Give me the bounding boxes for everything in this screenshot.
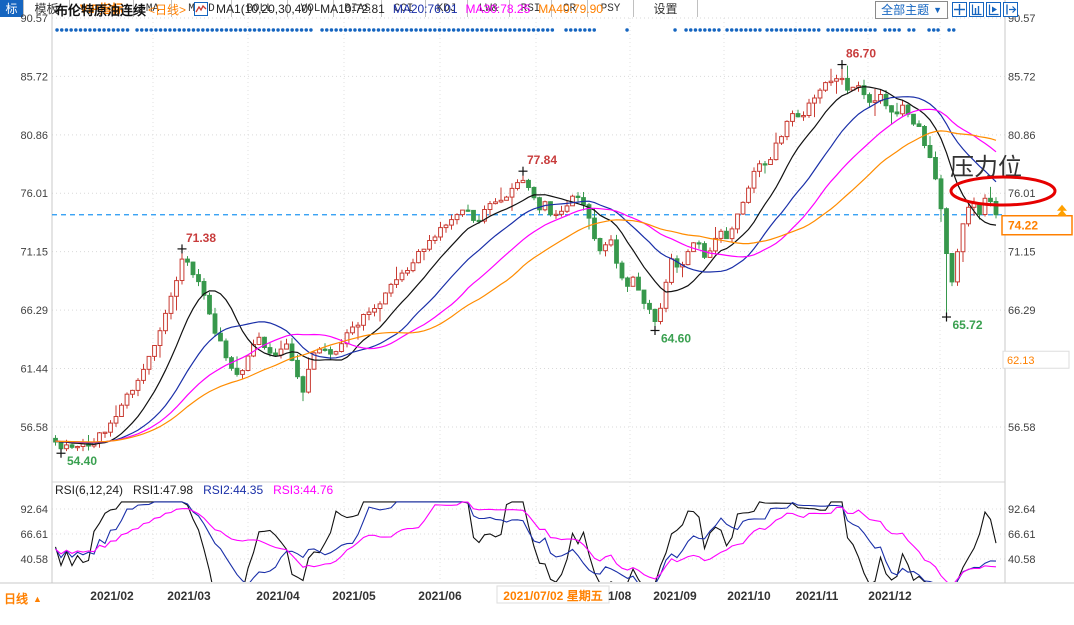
chart-toolbar: 全部主题 ▼	[875, 0, 1074, 19]
ma30-value: MA30:78.25	[465, 2, 531, 16]
chart-scale-icon[interactable]	[969, 2, 984, 17]
period-tag[interactable]: <日线>	[148, 2, 187, 17]
svg-text:2021/07/02 星期五: 2021/07/02 星期五	[503, 588, 602, 603]
svg-text:76.01: 76.01	[1008, 188, 1036, 200]
rsi-legend: RSI(6,12,24) RSI1:47.98 RSI2:44.35 RSI3:…	[55, 483, 333, 497]
svg-text:85.72: 85.72	[20, 71, 48, 83]
period-selector[interactable]: 日线 ▲	[4, 590, 42, 607]
indicator-tab-bar: 标模板VIP指标MAMACDBOLLVOLBIASCCIKDJLW&RSICRP…	[0, 0, 1074, 17]
period-selector-label: 日线	[4, 592, 29, 606]
svg-text:76.01: 76.01	[20, 188, 48, 200]
svg-text:40.58: 40.58	[20, 554, 48, 566]
footer-tab-KDJ[interactable]: KDJ	[426, 0, 468, 17]
chart-forward-icon[interactable]	[986, 2, 1001, 17]
svg-text:54.40: 54.40	[67, 454, 97, 468]
pan-right-icon[interactable]	[1003, 2, 1018, 17]
svg-text:61.44: 61.44	[20, 364, 48, 376]
chart-legend: 布伦特原油连续 <日线> MA1(10,20,30,40) MA10:72.81…	[55, 1, 603, 18]
svg-text:2021/09: 2021/09	[653, 589, 697, 603]
svg-text:92.64: 92.64	[1008, 504, 1036, 516]
svg-text:85.72: 85.72	[1008, 71, 1036, 83]
footer-tab-BIAS[interactable]: BIAS	[334, 0, 382, 17]
footer-tab-RSI[interactable]: RSI	[510, 0, 552, 17]
mini-chart-icon	[194, 2, 209, 16]
svg-text:2021/06: 2021/06	[418, 589, 462, 603]
svg-text:71.38: 71.38	[186, 231, 216, 245]
theme-dropdown-label: 全部主题	[881, 2, 930, 17]
svg-text:66.61: 66.61	[1008, 529, 1036, 541]
ma10-value: MA10:72.81	[320, 2, 385, 16]
svg-text:2021/10: 2021/10	[727, 589, 771, 603]
svg-text:56.58: 56.58	[20, 422, 48, 434]
svg-text:86.70: 86.70	[846, 47, 876, 61]
footer-tab-模板[interactable]: 模板	[24, 0, 70, 17]
svg-text:64.60: 64.60	[661, 331, 691, 345]
svg-text:74.22: 74.22	[1008, 219, 1038, 233]
svg-text:77.84: 77.84	[527, 153, 557, 167]
svg-text:80.86: 80.86	[20, 130, 48, 142]
svg-text:92.64: 92.64	[20, 504, 48, 516]
crosshair-icon[interactable]	[952, 2, 967, 17]
svg-text:2021/03: 2021/03	[167, 589, 211, 603]
rsi2-value: RSI2:44.35	[203, 483, 264, 497]
svg-text:66.61: 66.61	[20, 529, 48, 541]
rsi3-value: RSI3:44.76	[273, 483, 334, 497]
footer-tab-LW&[interactable]: LW&	[468, 0, 510, 17]
svg-text:80.86: 80.86	[1008, 130, 1036, 142]
ma20-value: MA20:76.01	[392, 2, 458, 16]
rsi1-value: RSI1:47.98	[133, 483, 194, 497]
svg-text:65.72: 65.72	[953, 318, 983, 332]
footer-tab-CCI[interactable]: CCI	[382, 0, 426, 17]
footer-tab-PSY[interactable]: PSY	[588, 0, 634, 17]
footer-tab-标[interactable]: 标	[0, 0, 24, 17]
svg-text:66.29: 66.29	[20, 305, 48, 317]
caret-down-icon: ▼	[933, 4, 942, 15]
footer-tab-CR[interactable]: CR	[552, 0, 588, 17]
instrument-title: 布伦特原油连续	[55, 2, 147, 18]
svg-text:2021/11: 2021/11	[796, 589, 839, 603]
svg-text:2021/05: 2021/05	[332, 589, 376, 603]
svg-text:56.58: 56.58	[1008, 422, 1036, 434]
svg-text:40.58: 40.58	[1008, 554, 1036, 566]
svg-text:62.13: 62.13	[1007, 355, 1035, 367]
chart-tool-icons	[952, 2, 1018, 17]
footer-tab-BOLL[interactable]: BOLL	[232, 0, 288, 17]
svg-text:90.57: 90.57	[20, 13, 48, 25]
svg-text:71.15: 71.15	[1008, 247, 1036, 259]
svg-text:1/08: 1/08	[608, 589, 632, 603]
svg-text:66.29: 66.29	[1008, 305, 1036, 317]
theme-dropdown-button[interactable]: 全部主题 ▼	[875, 0, 948, 19]
footer-tab-设置[interactable]: 设置	[634, 0, 698, 17]
svg-text:2021/12: 2021/12	[868, 589, 912, 603]
footer-tab-VIP指标[interactable]: VIP指标	[70, 0, 134, 17]
footer-tab-VOL[interactable]: VOL	[288, 0, 334, 17]
ma40-value: MA40:79.90	[538, 2, 603, 16]
svg-text:2021/04: 2021/04	[256, 589, 300, 603]
footer-tab-MA[interactable]: MA	[134, 0, 172, 17]
svg-text:2021/02: 2021/02	[90, 589, 134, 603]
ma-settings-label: MA1(10,20,30,40)	[216, 2, 313, 16]
rsi-settings-label: RSI(6,12,24)	[55, 483, 124, 497]
triangle-up-icon: ▲	[33, 593, 42, 604]
svg-text:71.15: 71.15	[20, 247, 48, 259]
